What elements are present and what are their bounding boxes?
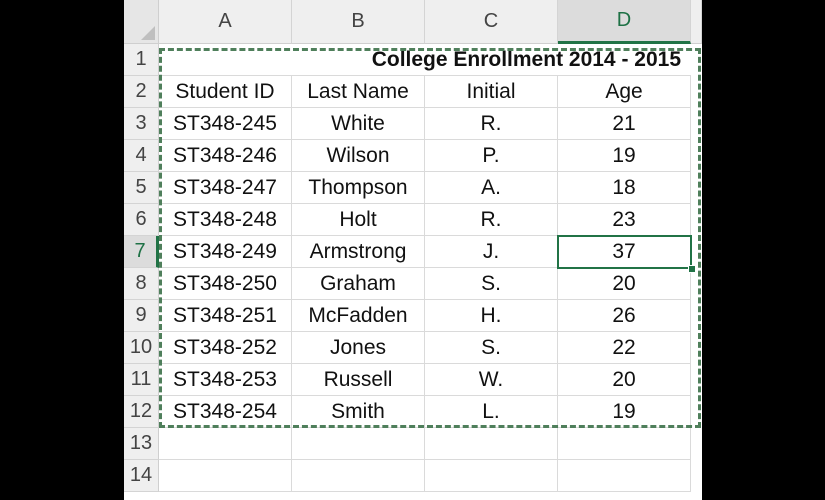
data-cell[interactable]: 22: [558, 332, 691, 364]
header-cell[interactable]: Initial: [425, 76, 558, 108]
empty-cell[interactable]: [159, 460, 292, 492]
data-cell[interactable]: J.: [425, 236, 558, 268]
row-header-11[interactable]: 11: [124, 364, 159, 396]
row-header-7[interactable]: 7: [124, 236, 159, 268]
data-cell[interactable]: Wilson: [292, 140, 425, 172]
data-cell[interactable]: L.: [425, 396, 558, 428]
column-header-b[interactable]: B: [292, 0, 425, 44]
data-cell[interactable]: 21: [558, 108, 691, 140]
data-cell[interactable]: ST348-246: [159, 140, 292, 172]
data-cell[interactable]: ST348-249: [159, 236, 292, 268]
data-cell[interactable]: Armstrong: [292, 236, 425, 268]
empty-cell[interactable]: [425, 428, 558, 460]
data-cell[interactable]: ST348-253: [159, 364, 292, 396]
column-header-d[interactable]: D: [558, 0, 691, 44]
column-header-filler: [691, 0, 702, 44]
data-cell[interactable]: ST348-248: [159, 204, 292, 236]
data-cell[interactable]: R.: [425, 204, 558, 236]
data-cell[interactable]: Holt: [292, 204, 425, 236]
data-cell[interactable]: ST348-247: [159, 172, 292, 204]
row-header-4[interactable]: 4: [124, 140, 159, 172]
header-cell[interactable]: Age: [558, 76, 691, 108]
fill-handle[interactable]: [688, 265, 696, 273]
data-cell[interactable]: Russell: [292, 364, 425, 396]
empty-cell[interactable]: [558, 428, 691, 460]
data-cell[interactable]: W.: [425, 364, 558, 396]
data-cell[interactable]: P.: [425, 140, 558, 172]
data-cell[interactable]: 20: [558, 364, 691, 396]
row-header-12[interactable]: 12: [124, 396, 159, 428]
data-cell[interactable]: H.: [425, 300, 558, 332]
sheet-title-cell[interactable]: College Enrollment 2014 - 2015: [159, 44, 691, 76]
select-all-triangle-icon: [141, 26, 155, 40]
row-header-14[interactable]: 14: [124, 460, 159, 492]
empty-cell[interactable]: [292, 428, 425, 460]
data-cell[interactable]: ST348-252: [159, 332, 292, 364]
data-cell[interactable]: ST348-251: [159, 300, 292, 332]
row-header-6[interactable]: 6: [124, 204, 159, 236]
row-header-13[interactable]: 13: [124, 428, 159, 460]
column-header-a[interactable]: A: [159, 0, 292, 44]
data-cell[interactable]: R.: [425, 108, 558, 140]
header-cell[interactable]: Student ID: [159, 76, 292, 108]
data-cell[interactable]: Thompson: [292, 172, 425, 204]
row-header-10[interactable]: 10: [124, 332, 159, 364]
data-cell[interactable]: S.: [425, 268, 558, 300]
empty-cell[interactable]: [292, 460, 425, 492]
data-cell[interactable]: S.: [425, 332, 558, 364]
data-cell[interactable]: 19: [558, 396, 691, 428]
data-cell[interactable]: 23: [558, 204, 691, 236]
data-cell[interactable]: Jones: [292, 332, 425, 364]
data-cell[interactable]: Smith: [292, 396, 425, 428]
row-header-9[interactable]: 9: [124, 300, 159, 332]
data-cell[interactable]: Graham: [292, 268, 425, 300]
row-header-1[interactable]: 1: [124, 44, 159, 76]
select-all-corner[interactable]: [124, 0, 159, 44]
empty-cell[interactable]: [558, 460, 691, 492]
empty-cell[interactable]: [425, 460, 558, 492]
data-cell[interactable]: 18: [558, 172, 691, 204]
header-cell[interactable]: Last Name: [292, 76, 425, 108]
data-cell[interactable]: 19: [558, 140, 691, 172]
data-cell[interactable]: 26: [558, 300, 691, 332]
data-cell[interactable]: 37: [558, 236, 691, 268]
data-cell[interactable]: ST348-250: [159, 268, 292, 300]
column-header-c[interactable]: C: [425, 0, 558, 44]
data-cell[interactable]: A.: [425, 172, 558, 204]
row-header-8[interactable]: 8: [124, 268, 159, 300]
data-cell[interactable]: ST348-254: [159, 396, 292, 428]
empty-cell[interactable]: [159, 428, 292, 460]
spreadsheet-grid[interactable]: A B C D 1 2 3 4 5 6 7 8 9 10 11 12 13 14 College Enrollmen…: [124, 0, 702, 500]
data-cell[interactable]: 20: [558, 268, 691, 300]
data-cell[interactable]: ST348-245: [159, 108, 292, 140]
row-header-5[interactable]: 5: [124, 172, 159, 204]
row-header-3[interactable]: 3: [124, 108, 159, 140]
row-header-2[interactable]: 2: [124, 76, 159, 108]
data-cell[interactable]: White: [292, 108, 425, 140]
data-cell[interactable]: McFadden: [292, 300, 425, 332]
